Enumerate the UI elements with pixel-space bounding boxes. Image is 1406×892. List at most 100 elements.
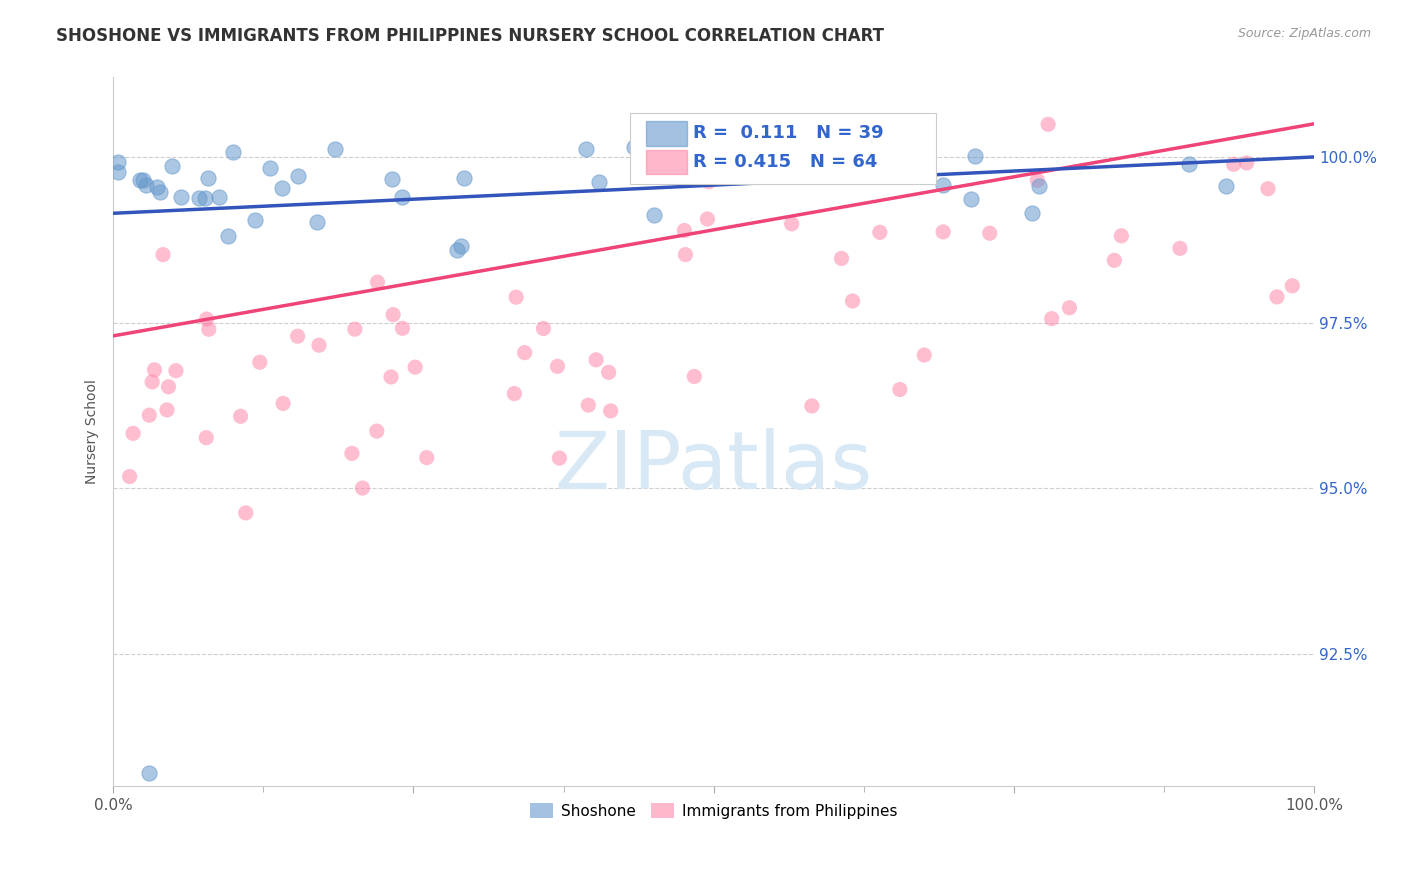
Point (143, 363, 166, 377)
Point (450, 239, 472, 253)
FancyBboxPatch shape (630, 113, 936, 184)
Text: R =  0.111   N = 39: R = 0.111 N = 39 (693, 125, 884, 143)
Point (1021, 206, 1043, 220)
Point (585, 352, 607, 367)
Point (683, 369, 706, 384)
Point (165, 364, 187, 378)
Point (208, 190, 231, 204)
Point (141, 375, 163, 389)
Point (156, 403, 179, 417)
Point (259, 161, 281, 175)
Point (287, 169, 309, 184)
Point (138, 408, 160, 422)
Point (194, 191, 217, 205)
Point (229, 409, 252, 424)
Point (547, 359, 569, 374)
Point (160, 160, 183, 174)
Point (217, 229, 239, 244)
Point (1222, 157, 1244, 171)
Point (932, 225, 955, 239)
Text: ZIPatlas: ZIPatlas (554, 428, 873, 507)
Point (343, 322, 366, 336)
Point (308, 338, 330, 352)
Point (380, 370, 402, 384)
Point (222, 145, 245, 160)
Point (138, 766, 160, 780)
Point (381, 172, 404, 186)
Point (391, 190, 413, 204)
Point (505, 290, 527, 304)
Point (697, 175, 720, 189)
Point (323, 142, 346, 156)
Point (960, 192, 983, 206)
Point (623, 140, 645, 154)
Point (132, 172, 155, 186)
Point (1236, 156, 1258, 170)
Point (1265, 290, 1288, 304)
Point (135, 178, 157, 193)
Point (287, 329, 309, 343)
Point (1104, 253, 1126, 268)
Point (513, 345, 536, 359)
Point (122, 426, 145, 441)
Point (195, 431, 218, 445)
Point (912, 348, 935, 362)
Point (963, 149, 986, 163)
Point (979, 226, 1001, 240)
Point (1026, 173, 1049, 187)
Point (107, 155, 129, 169)
Point (533, 321, 555, 335)
Point (1040, 311, 1063, 326)
Point (382, 308, 405, 322)
Point (780, 217, 803, 231)
Point (271, 396, 294, 410)
Point (352, 481, 374, 495)
Point (696, 211, 718, 226)
Point (453, 170, 475, 185)
Text: SHOSHONE VS IMMIGRANTS FROM PHILIPPINES NURSERY SCHOOL CORRELATION CHART: SHOSHONE VS IMMIGRANTS FROM PHILIPPINES … (56, 27, 884, 45)
Point (1168, 241, 1191, 255)
Point (1257, 182, 1279, 196)
Point (404, 360, 426, 375)
Point (1178, 157, 1201, 171)
Point (366, 275, 388, 289)
Point (340, 446, 363, 460)
Point (932, 178, 955, 192)
Point (830, 252, 852, 266)
Point (149, 185, 172, 199)
Point (366, 424, 388, 438)
Point (128, 173, 150, 187)
Point (235, 506, 257, 520)
Text: Source: ZipAtlas.com: Source: ZipAtlas.com (1237, 27, 1371, 40)
Point (107, 165, 129, 179)
Point (416, 450, 439, 465)
Point (145, 179, 167, 194)
Point (446, 244, 468, 258)
Point (391, 321, 413, 335)
Point (800, 399, 823, 413)
Point (198, 322, 221, 336)
Point (598, 365, 620, 379)
Point (1059, 301, 1081, 315)
Point (157, 380, 180, 394)
Point (307, 214, 329, 228)
Point (588, 174, 610, 188)
Point (548, 451, 571, 466)
Point (599, 404, 621, 418)
Point (271, 181, 294, 195)
Point (195, 312, 218, 326)
Point (197, 170, 219, 185)
Point (869, 225, 891, 239)
Point (576, 398, 599, 412)
FancyBboxPatch shape (647, 121, 688, 145)
Point (873, 149, 896, 163)
Text: R = 0.415   N = 64: R = 0.415 N = 64 (693, 153, 877, 170)
Point (152, 247, 174, 261)
Point (249, 355, 271, 369)
Point (575, 142, 598, 156)
Point (243, 212, 266, 227)
Point (889, 383, 911, 397)
Legend: Shoshone, Immigrants from Philippines: Shoshone, Immigrants from Philippines (524, 797, 903, 825)
Point (170, 190, 193, 204)
Point (643, 208, 665, 222)
